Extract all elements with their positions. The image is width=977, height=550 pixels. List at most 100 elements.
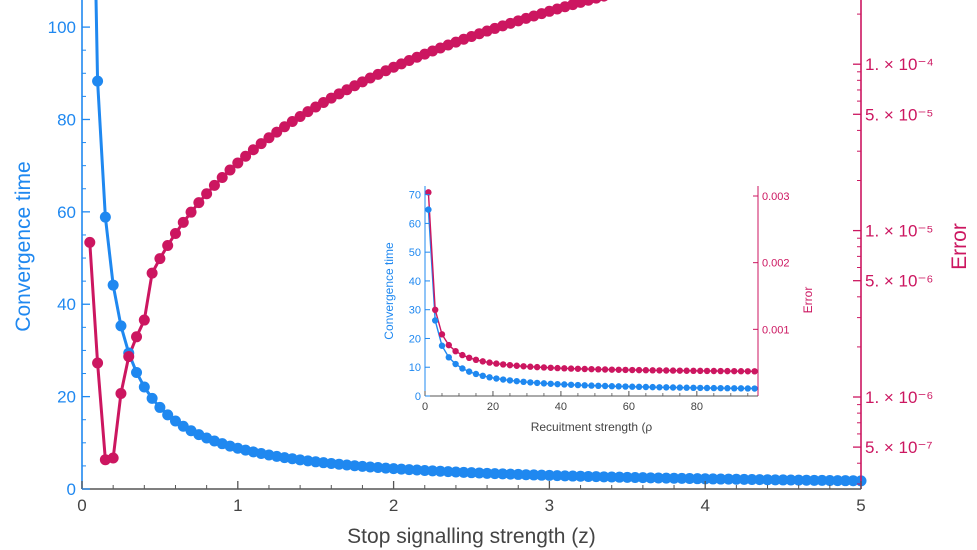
error-point: [208, 179, 220, 191]
convergence-time-point: [489, 468, 501, 480]
convergence-time-point: [785, 474, 797, 486]
convergence-time-point: [559, 470, 571, 482]
y-axis-label: Convergence time: [12, 161, 35, 331]
convergence-time-point: [497, 468, 509, 480]
inset-error-point: [561, 365, 568, 372]
error-point: [162, 239, 174, 251]
y2-axis-label: Error: [948, 223, 971, 270]
convergence-time-point: [131, 366, 143, 378]
convergence-time-point: [621, 471, 633, 483]
inset-convergence-point: [656, 384, 663, 391]
convergence-time-point: [567, 470, 579, 482]
convergence-time-point: [629, 472, 641, 484]
inset-error-point: [744, 368, 752, 375]
y2-tick-label: 1. × 10⁻⁶: [865, 388, 933, 407]
y-tick-label: 40: [57, 295, 76, 314]
inset-convergence-point: [574, 381, 582, 389]
convergence-time-point: [684, 473, 696, 485]
convergence-time-point: [839, 475, 851, 487]
inset-error-point: [459, 351, 466, 359]
inset-error-points: [425, 189, 758, 375]
convergence-time-point: [115, 320, 127, 332]
convergence-time-point: [777, 474, 789, 486]
inset-error-point: [438, 331, 446, 338]
convergence-time-point: [598, 471, 610, 483]
convergence-time-point: [551, 470, 563, 482]
inset-convergence-point: [561, 381, 568, 388]
inset-convergence-point: [465, 368, 473, 375]
error-point: [201, 188, 213, 200]
inset-error-point: [703, 367, 711, 375]
inset-convergence-point: [547, 380, 554, 387]
error-point: [224, 164, 236, 176]
inset-error-point: [737, 368, 745, 375]
inset-convergence-point: [690, 384, 697, 392]
inset-convergence-point: [710, 384, 718, 392]
error-point: [600, 0, 608, 2]
convergence-time-point: [528, 469, 540, 481]
convergence-time-point: [543, 469, 555, 481]
error-point: [271, 126, 283, 138]
error-point: [169, 227, 181, 239]
inset-convergence-point: [472, 370, 480, 378]
convergence-time-point: [473, 467, 485, 479]
inset-error-point: [581, 365, 588, 373]
error-point: [185, 206, 197, 218]
inset-error-point: [635, 366, 643, 374]
convergence-time-point: [832, 475, 844, 487]
convergence-time-point: [668, 472, 680, 484]
convergence-time-point: [800, 474, 812, 486]
convergence-time-point: [660, 472, 672, 484]
error-point: [115, 387, 127, 399]
error-point: [146, 267, 158, 279]
inset-convergence-point: [438, 342, 446, 349]
inset-convergence-point: [697, 384, 704, 392]
inset-error-point: [486, 359, 493, 366]
error-point: [123, 351, 135, 363]
inset-convergence-points: [425, 206, 758, 392]
y2-tick-label: 5. × 10⁻⁷: [865, 438, 933, 457]
inset-convergence-point: [744, 385, 752, 392]
y2-tick-label: 1. × 10⁻⁵: [865, 222, 933, 241]
inset-error-point: [710, 367, 718, 375]
convergence-time-point: [707, 473, 719, 485]
error-point: [279, 121, 291, 133]
inset-y2-axis-label: Error: [801, 287, 815, 314]
inset-convergence-point: [751, 385, 758, 392]
inset-error-point: [520, 363, 527, 370]
convergence-time-point: [512, 468, 524, 480]
inset-convergence-point: [615, 383, 622, 390]
x-tick-label: 3: [545, 496, 554, 515]
convergence-time-point: [614, 471, 626, 483]
inset-error-point: [690, 367, 697, 375]
error-point: [107, 452, 119, 464]
inset-convergence-point: [731, 385, 738, 392]
inset-error-point: [574, 365, 582, 372]
inset-convergence-point: [642, 383, 650, 391]
inset-error-point: [506, 361, 514, 369]
error-point: [131, 331, 143, 343]
inset-convergence-point: [601, 382, 609, 390]
inset-error-point: [731, 367, 738, 375]
inset-error-point: [622, 366, 629, 374]
inset-x-tick-label: 80: [691, 401, 703, 413]
convergence-time-point: [762, 474, 774, 486]
convergence-time-point: [388, 463, 400, 475]
convergence-time-point: [793, 474, 805, 486]
inset-y2-tick-label: 0.001: [762, 324, 790, 336]
convergence-time-point: [466, 467, 477, 479]
inset-convergence-point: [499, 376, 507, 383]
inset-plot: 0 20 40 60 80 0 10 20 30 40 50 60 70 0.001 0.002 0.003 R…: [368, 178, 820, 440]
inset-error-point: [465, 354, 473, 362]
inset-y-tick-label: 0: [415, 391, 421, 403]
inset-convergence-point: [581, 382, 588, 389]
inset-error-point: [676, 367, 684, 374]
inset-error-point: [431, 306, 439, 314]
inset-error-point: [588, 365, 595, 373]
convergence-time-point: [715, 473, 727, 485]
convergence-time-point: [808, 474, 820, 486]
y-tick-label: 60: [57, 203, 76, 222]
y2-tick-label: 5. × 10⁻⁶: [865, 272, 933, 291]
inset-y-axis-label: Convergence time: [382, 242, 396, 340]
convergence-time-point: [738, 473, 750, 485]
